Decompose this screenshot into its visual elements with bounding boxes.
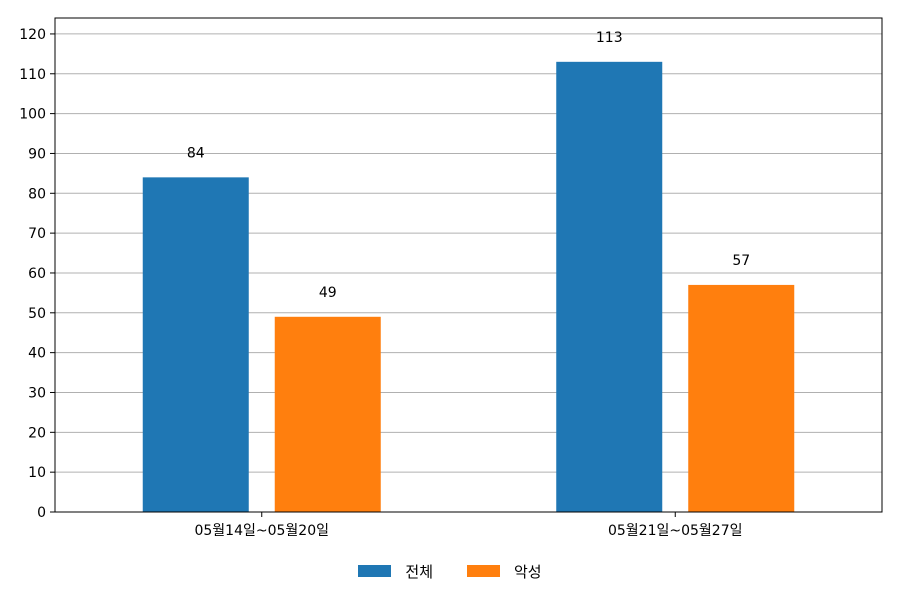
legend-swatch-total [358, 565, 392, 577]
y-tick-label: 110 [19, 67, 46, 83]
x-tick-label: 05월21일~05월27일 [608, 523, 743, 539]
data-label: 113 [596, 30, 623, 46]
bars [142, 61, 795, 513]
plot-frame [54, 17, 883, 513]
bar-malicious-1 [274, 316, 381, 512]
legend: 전체 악성 [0, 558, 900, 584]
x-tick-label: 05월14일~05월20일 [194, 523, 329, 539]
y-tick-label: 20 [28, 425, 46, 441]
y-tick-label: 120 [19, 27, 46, 43]
y-tick-label: 10 [28, 465, 46, 481]
legend-item-total[interactable]: 전체 [358, 561, 433, 582]
bar-total-1 [142, 177, 249, 512]
legend-swatch-malicious [467, 565, 500, 577]
legend-item-malicious[interactable]: 악성 [467, 561, 542, 582]
y-tick-label: 70 [28, 226, 46, 242]
legend-label-malicious: 악성 [514, 562, 542, 581]
y-tick-label: 90 [28, 146, 46, 162]
data-label: 49 [319, 285, 337, 301]
data-label: 84 [187, 145, 205, 161]
y-tick-label: 100 [19, 107, 46, 123]
y-tick-label: 30 [28, 385, 46, 401]
y-tick-label: 80 [28, 186, 46, 202]
x-axis-ticks: 05월14일~05월20일 05월21일~05월27일 [194, 512, 743, 539]
y-tick-label: 50 [28, 306, 46, 322]
y-tick-label: 0 [37, 505, 46, 521]
bar-total-2 [556, 61, 663, 513]
y-axis-ticks: 0 10 20 30 40 50 60 70 80 90 100 110 120 [19, 27, 55, 521]
y-tick-label: 60 [28, 266, 46, 282]
y-tick-label: 40 [28, 346, 46, 362]
data-labels: 84 49 113 57 [187, 30, 750, 301]
legend-label-total: 전체 [405, 562, 433, 581]
data-label: 57 [732, 253, 750, 269]
bar-malicious-2 [688, 284, 795, 512]
